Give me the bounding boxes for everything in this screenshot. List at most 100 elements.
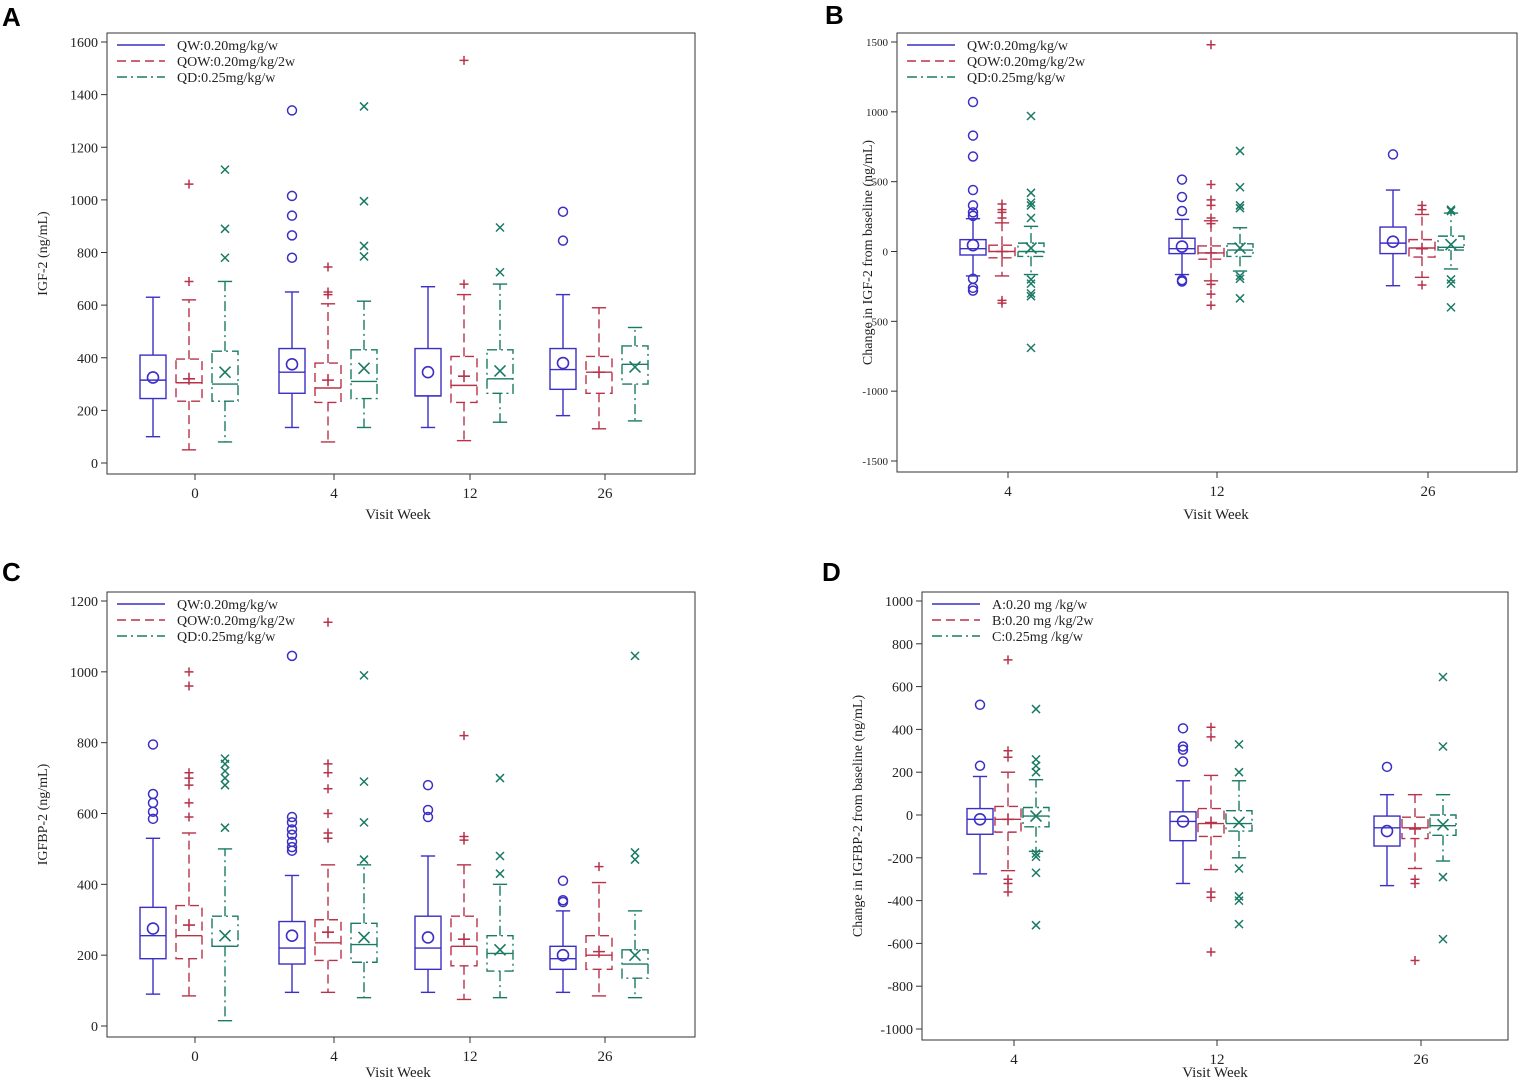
- outlier-point: [359, 855, 369, 865]
- series-3: [211, 101, 649, 443]
- outlier-point: [1031, 868, 1041, 878]
- box-12: [1168, 174, 1196, 287]
- box-0: [175, 179, 203, 451]
- y-tick-label: 800: [77, 737, 98, 752]
- y-tick-label: 500: [872, 177, 889, 189]
- panel-a: A 0 200 400 600 800 1000 1200 1400 1600 0 4 12 26 Visi…: [2, 2, 696, 523]
- panel-label: C: [2, 557, 21, 587]
- box-iqr: [549, 945, 577, 971]
- outlier-point: [1446, 205, 1456, 215]
- mean-marker: [1409, 822, 1421, 835]
- outlier-point: [286, 650, 298, 662]
- mean-marker: [593, 945, 605, 958]
- outlier-point: [495, 267, 505, 277]
- box-26: [621, 326, 649, 422]
- outlier-point: [630, 855, 640, 865]
- x-tick-label: 4: [330, 486, 338, 502]
- mean-marker: [458, 370, 470, 383]
- mean-marker: [1029, 810, 1043, 823]
- outlier-point: [1438, 672, 1448, 682]
- outlier-point: [286, 829, 298, 840]
- x-tick-label: 12: [1210, 1052, 1225, 1068]
- mean-marker: [357, 931, 371, 944]
- box-12: [1226, 146, 1254, 303]
- box-26: [1401, 793, 1429, 966]
- mean-marker: [322, 374, 334, 387]
- box-iqr: [585, 355, 613, 394]
- outlier-point: [557, 875, 569, 887]
- box-0: [211, 754, 239, 1022]
- y-axis-title: Change in IGF-2 from baseline (ng/mL): [861, 140, 876, 365]
- outlier-point: [359, 241, 369, 251]
- box-4: [959, 96, 987, 296]
- outlier-point: [1235, 271, 1245, 281]
- outlier-point: [1206, 289, 1216, 299]
- outlier-point: [967, 151, 979, 162]
- y-tick-label: 600: [77, 808, 98, 823]
- mean-marker: [146, 922, 160, 935]
- y-tick-label: -600: [887, 937, 913, 952]
- legend-label-1: QW:0.20mg/kg/w: [177, 39, 279, 54]
- outlier-point: [495, 869, 505, 879]
- legend-label-2: QOW:0.20mg/kg/2w: [177, 55, 296, 70]
- x-tick-label: 12: [1210, 484, 1225, 500]
- y-tick-label: -1000: [862, 386, 888, 398]
- panel-label: A: [2, 2, 21, 32]
- box-26: [1429, 672, 1457, 944]
- outlier-point: [1446, 206, 1456, 216]
- y-tick-label: 800: [77, 247, 98, 262]
- mean-marker: [556, 356, 570, 370]
- mean-marker: [556, 948, 570, 962]
- mean-marker: [1386, 235, 1400, 249]
- mean-marker: [1232, 816, 1246, 829]
- outlier-point: [1206, 213, 1216, 223]
- box-26: [585, 862, 613, 997]
- outlier-point: [1438, 934, 1448, 944]
- outlier-point: [220, 253, 230, 263]
- box-iqr: [414, 347, 442, 397]
- y-tick-label: 800: [892, 638, 913, 653]
- box-12: [1169, 723, 1197, 885]
- outlier-point: [1446, 302, 1456, 312]
- y-tick-label: -400: [887, 895, 913, 910]
- box-12: [450, 55, 478, 442]
- box-0: [211, 165, 239, 443]
- outlier-point: [359, 196, 369, 206]
- outlier-point: [1235, 182, 1245, 192]
- outlier-point: [997, 295, 1007, 305]
- box-iqr: [175, 358, 203, 402]
- mean-marker: [1175, 240, 1189, 253]
- outlier-point: [323, 809, 333, 818]
- outlier-point: [1176, 276, 1188, 287]
- box-12: [1225, 739, 1253, 929]
- legend-label-1: A:0.20 mg /kg/w: [992, 598, 1088, 613]
- outlier-point: [459, 279, 469, 289]
- outlier-point: [286, 836, 298, 848]
- outlier-point: [1176, 174, 1188, 185]
- outlier-point: [1031, 767, 1041, 777]
- outlier-point: [1235, 146, 1245, 156]
- mean-marker: [493, 364, 507, 377]
- outlier-point: [184, 276, 194, 286]
- outlier-point: [1026, 288, 1036, 298]
- outlier-point: [1177, 723, 1189, 734]
- outlier-point: [1234, 767, 1244, 777]
- series-2: [988, 40, 1436, 310]
- box-26: [1408, 200, 1436, 290]
- outlier-point: [220, 165, 230, 175]
- box-iqr: [450, 355, 478, 404]
- box-0: [175, 667, 203, 997]
- box-iqr: [314, 919, 342, 962]
- box-iqr: [1168, 237, 1196, 255]
- y-tick-label: -800: [887, 980, 913, 995]
- panel-b: B -1500 -1000 -500 0 500 1000 1500 4 12 26 Visit We…: [825, 0, 1518, 523]
- outlier-point: [1026, 279, 1036, 289]
- y-tick-label: 1400: [70, 89, 98, 104]
- outlier-point: [1031, 848, 1041, 859]
- outlier-point: [1003, 874, 1013, 884]
- outlier-point: [184, 681, 194, 691]
- outlier-point: [1234, 919, 1244, 929]
- outlier-point: [220, 766, 230, 776]
- outlier-point: [1235, 293, 1245, 303]
- outlier-point: [1410, 956, 1420, 966]
